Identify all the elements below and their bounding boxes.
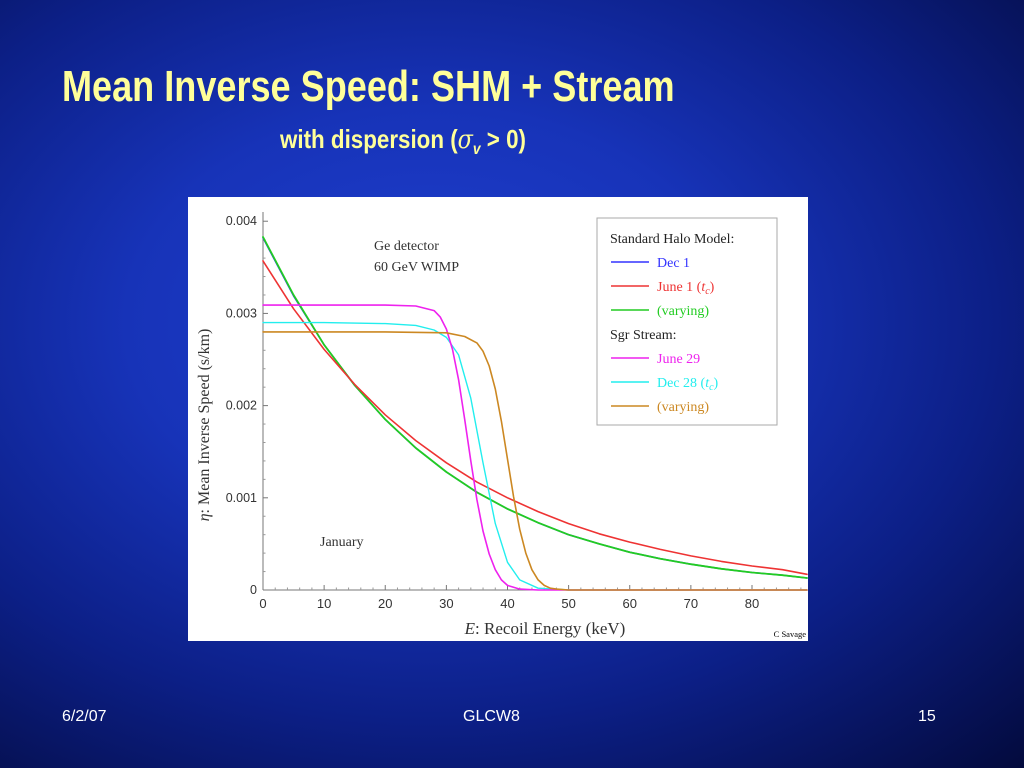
axes: 0 10 20 30 40 50 60 70 80 0 0.001 0.002 0.003 0.004 — [226, 212, 807, 611]
legend-heading: Sgr Stream: — [610, 328, 677, 343]
sigma-subscript: v — [472, 141, 481, 159]
x-axis-text: : Recoil Energy (keV) — [475, 619, 625, 638]
series-line-june1 — [262, 260, 808, 576]
y-axis-text: : Mean Inverse Speed (s/km) — [196, 329, 213, 514]
subtitle-suffix: > 0) — [480, 124, 526, 154]
x-tick-label: 60 — [623, 596, 637, 611]
footer-conference: GLCW8 — [463, 708, 520, 725]
y-tick-label: 0.002 — [226, 399, 257, 413]
y-tick-label: 0.001 — [226, 491, 257, 505]
footer-page-number: 15 — [918, 708, 936, 725]
x-axis-label: E: Recoil Energy (keV) — [464, 619, 626, 638]
wimp-label: 60 GeV WIMP — [374, 260, 459, 275]
y-axis-symbol: η — [196, 513, 213, 521]
x-tick-label: 70 — [684, 596, 698, 611]
y-tick-label: 0 — [250, 583, 257, 597]
credit-label: C Savage — [774, 629, 807, 639]
x-tick-label: 20 — [378, 596, 392, 611]
y-tick-label: 0.003 — [226, 306, 257, 320]
legend-box — [596, 217, 778, 426]
slide-subtitle: with dispersion (σv > 0) — [280, 124, 526, 159]
mean-inverse-speed-chart: 0 10 20 30 40 50 60 70 80 0 0.001 0.002 0.003 0.004 G… — [188, 197, 808, 641]
x-tick-label: 30 — [439, 596, 453, 611]
footer-date: 6/2/07 — [62, 708, 107, 725]
series-line-stream_varying — [262, 331, 808, 591]
legend-entry-shm_varying: (varying) — [657, 304, 709, 319]
legend-entry-june29: June 29 — [657, 352, 700, 367]
series-lines — [262, 236, 808, 591]
slide-title: Mean Inverse Speed: SHM + Stream — [62, 62, 675, 111]
annotations: Ge detector 60 GeV WIMP January C Savage — [320, 239, 806, 639]
axis-labels: E: Recoil Energy (keV) η: Mean Inverse S… — [196, 329, 625, 638]
legend-entry-stream_varying: (varying) — [657, 400, 709, 415]
y-tick-label: 0.004 — [226, 214, 257, 228]
legend-entry-dec28: Dec 28 (tc) — [657, 376, 719, 393]
legend-entry-june1: June 1 (tc) — [657, 280, 715, 297]
detector-label: Ge detector — [374, 239, 439, 254]
x-axis-symbol: E — [464, 619, 476, 638]
legend-heading: Standard Halo Model: — [610, 232, 734, 247]
sigma-symbol: σ — [457, 125, 473, 155]
month-label: January — [320, 535, 364, 550]
legend-entry-dec1: Dec 1 — [657, 256, 690, 271]
x-tick-label: 50 — [561, 596, 575, 611]
x-tick-label: 10 — [317, 596, 331, 611]
y-axis-label: η: Mean Inverse Speed (s/km) — [196, 329, 213, 522]
subtitle-prefix: with dispersion ( — [280, 124, 458, 154]
x-tick-label: 40 — [500, 596, 514, 611]
chart-legend: Standard Halo Model: Dec 1 June 1 (tc) (var… — [596, 217, 778, 426]
x-tick-label: 0 — [259, 596, 266, 611]
x-tick-label: 80 — [745, 596, 759, 611]
